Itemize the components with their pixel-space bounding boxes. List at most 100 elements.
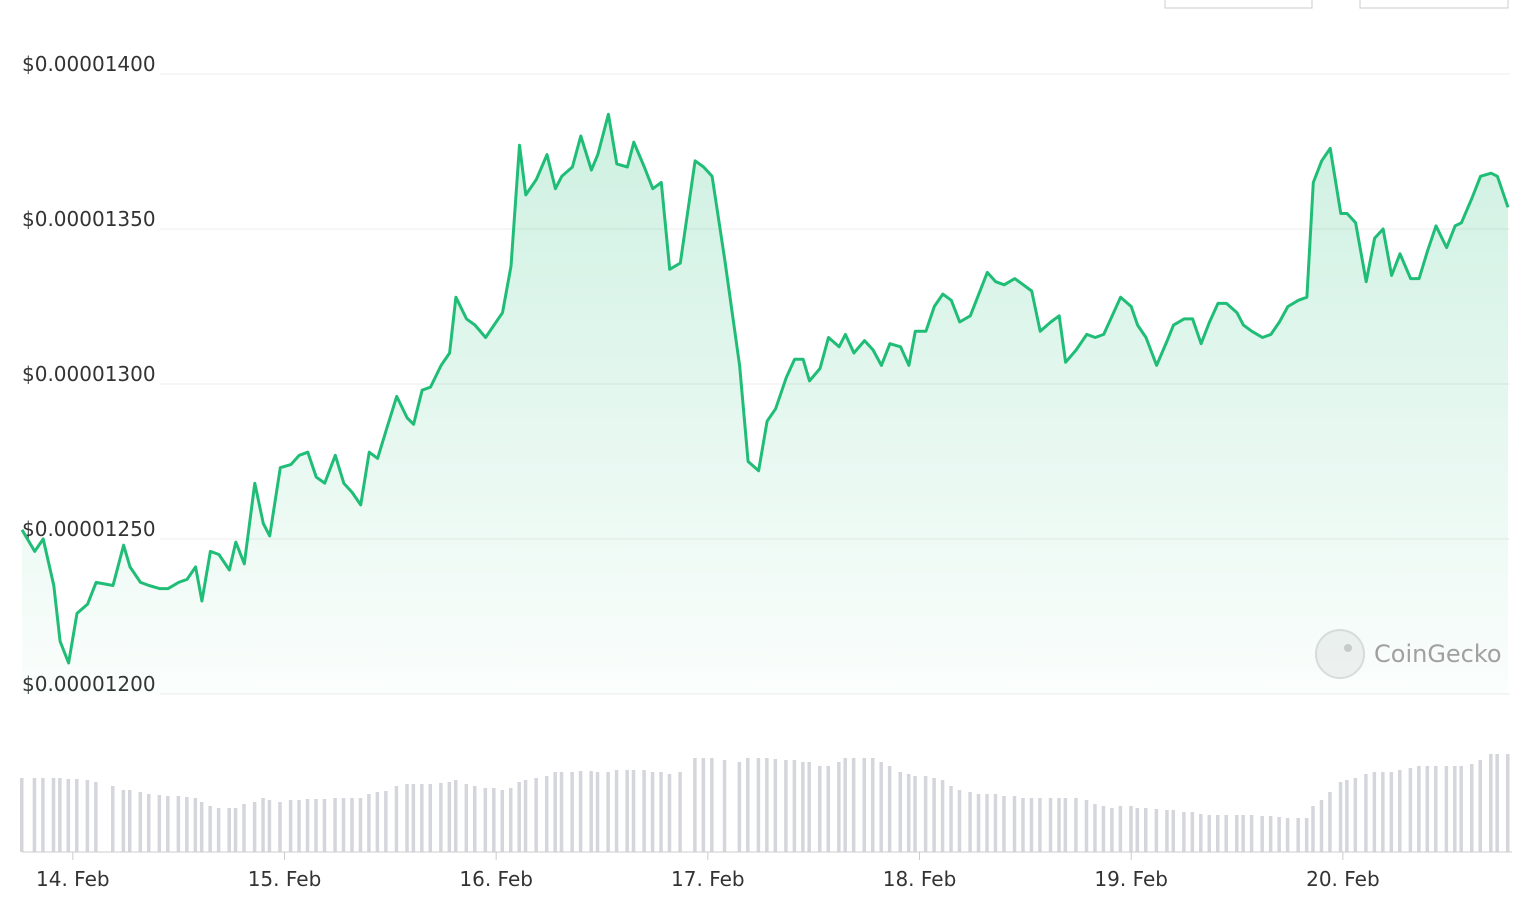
volume-bar [1199,814,1203,852]
volume-bar [1389,772,1394,852]
volume-bar [1372,772,1377,852]
volume-bar [447,782,452,852]
volume-bar [913,776,917,852]
volume-bar [20,778,24,852]
volume-bar [242,804,246,852]
date-box[interactable] [1164,0,1313,9]
volume-bar [216,808,221,852]
volume-bar [1002,796,1006,852]
volume-bar [1249,815,1254,852]
volume-bar [976,794,981,852]
volume-bar [411,784,416,852]
volume-bar [127,790,132,852]
volume-bar [138,792,143,852]
volume-bar [1057,798,1061,852]
volume-bar [1021,798,1025,852]
volume-bar [384,791,388,852]
price-line [20,112,1510,665]
volume-bar [570,772,574,852]
volume-bar [1012,796,1017,852]
volume-bar [367,794,371,852]
volume-bar [1489,754,1493,852]
volume-bar [523,780,528,852]
volume-bar [737,762,742,852]
volume-bar [1154,809,1159,852]
volume-bar [898,772,902,852]
volume-bar [185,797,189,852]
volume-bar [1207,815,1212,852]
volume-bar [1345,780,1349,852]
volume-bar [693,758,697,852]
volume-bar [1171,810,1176,852]
volume-bar [1165,810,1169,852]
volume-bar [483,788,488,852]
volume-bar [625,770,629,852]
volume-bar [1038,798,1042,852]
volume-bar [578,771,583,852]
x-tick-label: 17. Feb [671,867,745,891]
volume-bar [121,790,126,852]
volume-bar [428,784,433,852]
volume-bar [267,800,272,852]
volume-bar [826,766,831,852]
volume-bar [41,778,45,852]
volume-bar [147,794,151,852]
x-tick-label: 16. Feb [459,867,533,891]
volume-bar [1353,778,1358,852]
volume-bar [305,799,310,852]
volume-bar [405,784,409,852]
volume-bar [1129,806,1133,852]
volume-bar [906,774,911,852]
volume-bar [517,782,521,852]
volume-bar [1190,812,1195,852]
volume-bar [394,786,399,852]
volume-bar [746,758,750,852]
volume-bar [879,762,883,852]
volume-bar [58,778,62,852]
date-box[interactable] [1359,0,1509,9]
volume-bar [870,758,875,852]
volume-bar [508,788,513,852]
volume-bar [85,780,90,852]
volume-bar [606,772,610,852]
volume-bar [1470,764,1474,852]
volume-bar [1285,818,1290,852]
volume-bar [278,802,282,852]
volume-bar [1398,770,1402,852]
volume-bar [297,800,301,852]
volume-bar [1444,766,1449,852]
volume-bar [1478,760,1482,852]
volume-bar [1408,768,1413,852]
volume-bar [111,786,115,852]
volume-bar [208,806,212,852]
volume-bar [993,794,998,852]
volume-bar [94,782,98,852]
volume-bar [818,766,822,852]
volume-bar [659,772,663,852]
volume-bar [837,762,841,852]
y-tick-label: $0.00001300 [22,362,156,386]
volume-bar [1338,782,1343,852]
volume-bar [1311,806,1315,852]
volume-bar [1425,766,1430,852]
y-tick-label: $0.00001250 [22,517,156,541]
volume-bar [923,776,928,852]
volume-bar [252,802,257,852]
volume-bar [66,779,71,852]
volume-bar [1118,806,1123,852]
volume-bar [642,770,646,852]
volume-bar [75,779,79,852]
y-tick-label: $0.00001400 [22,52,156,76]
volume-bar [166,796,170,852]
volume-bar [851,758,856,852]
volume-bar [985,794,989,852]
volume-bar [887,766,892,852]
volume-bar [233,808,238,852]
y-tick-label: $0.00001350 [22,207,156,231]
volume-bar [678,772,682,852]
volume-bar [1296,818,1300,852]
volume-bar [453,780,458,852]
volume-bar [1110,808,1114,852]
volume-bar [1241,815,1245,852]
